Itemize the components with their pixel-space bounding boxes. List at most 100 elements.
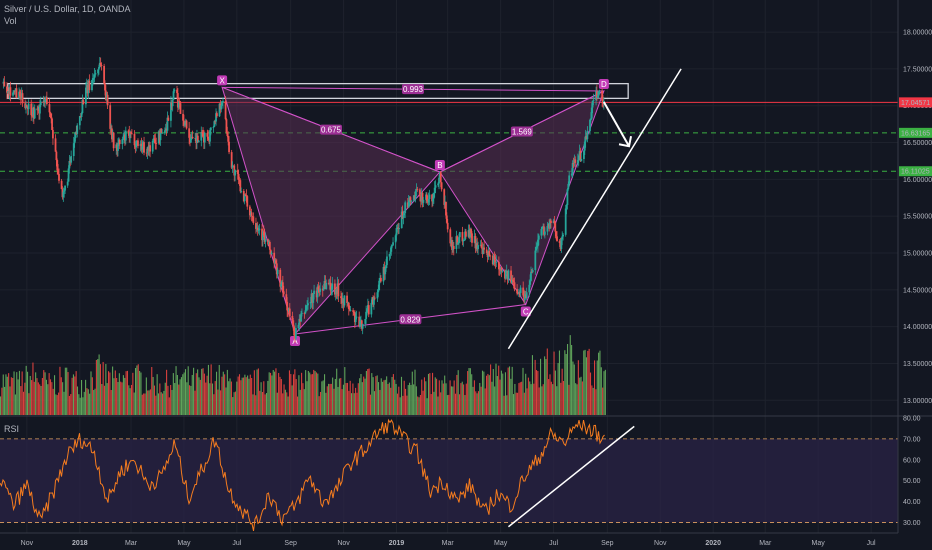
candle-body <box>72 143 75 157</box>
candle-body <box>340 296 342 298</box>
candle-body <box>183 124 186 126</box>
volume-bar <box>469 368 471 415</box>
candle-body <box>234 170 237 176</box>
candle-body <box>216 113 218 117</box>
volume-bar <box>244 374 246 415</box>
volume-bar <box>43 370 45 415</box>
candle-body <box>365 311 368 319</box>
volume-bar <box>596 360 598 415</box>
volume-bar <box>183 372 185 415</box>
candle-body <box>462 240 465 242</box>
candle-body <box>366 309 368 312</box>
candle-body <box>293 326 296 336</box>
candle-body <box>256 227 259 231</box>
volume-bar <box>581 381 583 415</box>
volume-bar <box>594 360 596 415</box>
volume-bar <box>373 391 376 415</box>
candle-body <box>531 270 534 273</box>
volume-bar <box>459 394 461 415</box>
candle-body <box>343 295 346 306</box>
volume-bar <box>206 375 208 415</box>
candle-body <box>39 101 42 106</box>
candle-body <box>566 189 569 206</box>
x-tick-label: Mar <box>759 540 772 547</box>
x-tick-label: Nov <box>21 540 34 547</box>
candle-body <box>225 119 228 133</box>
candle-body <box>401 211 404 219</box>
volume-bar <box>222 371 224 415</box>
pattern-point-marker <box>520 306 531 317</box>
volume-bar <box>395 383 397 415</box>
candle-body <box>500 267 503 272</box>
ratio-box <box>401 84 424 95</box>
volume-label: Vol <box>4 16 17 26</box>
volume-bar <box>595 389 597 415</box>
volume-bar <box>139 370 141 415</box>
candle-body <box>325 282 328 290</box>
volume-bar <box>95 359 97 415</box>
volume-bar <box>63 391 65 415</box>
volume-bar <box>561 368 563 415</box>
candle-body <box>275 263 278 275</box>
candle-body <box>231 165 234 168</box>
volume-bar <box>383 380 385 415</box>
volume-bar <box>540 358 542 415</box>
volume-bar <box>448 394 450 415</box>
volume-bar <box>113 378 115 415</box>
volume-bar <box>37 382 39 415</box>
volume-bar <box>83 391 85 415</box>
volume-bar <box>511 366 513 415</box>
volume-bar <box>240 380 242 415</box>
volume-bar <box>144 393 146 415</box>
candle-body <box>178 100 181 104</box>
volume-bar <box>484 388 486 415</box>
candle-body <box>117 144 119 151</box>
volume-bar <box>526 388 528 415</box>
y-tick-label: 17.50000 <box>903 66 932 73</box>
volume-bar <box>542 384 544 415</box>
candle-body <box>177 100 180 108</box>
candle-body <box>384 268 387 275</box>
volume-bar <box>241 377 243 415</box>
volume-bar <box>74 376 76 415</box>
candle-body <box>330 289 333 291</box>
candle-body <box>301 312 303 314</box>
y-tick-label: 18.00000 <box>903 30 932 37</box>
volume-bar <box>299 389 301 415</box>
candle-body <box>129 131 132 139</box>
candle-body <box>171 99 174 107</box>
candle-body <box>212 126 215 128</box>
volume-bar <box>425 381 427 415</box>
volume-bar <box>141 394 143 415</box>
candle-body <box>577 155 580 161</box>
volume-bar <box>388 382 390 415</box>
volume-bar <box>102 361 104 415</box>
volume-bar <box>355 387 357 415</box>
projection-arrow-shaft <box>603 101 630 147</box>
pattern-point-marker <box>217 75 228 86</box>
volume-bar <box>309 372 311 415</box>
volume-bar <box>28 393 30 415</box>
volume-bar <box>557 363 559 415</box>
ratio-label: 0.993 <box>403 85 424 94</box>
volume-bar <box>133 392 135 415</box>
candle-body <box>555 231 558 237</box>
candle-body <box>220 105 223 110</box>
volume-bar <box>52 388 54 415</box>
candle-body <box>512 280 515 283</box>
volume-bar <box>297 396 299 415</box>
candle-body <box>44 100 47 103</box>
ratio-box <box>399 314 422 325</box>
volume-bar <box>128 385 130 415</box>
volume-bar <box>348 390 350 415</box>
volume-bar <box>548 379 550 415</box>
candle-body <box>511 279 514 281</box>
candle-body <box>306 305 309 307</box>
volume-bar <box>101 384 103 415</box>
candle-body <box>166 117 169 131</box>
ratio-label: 0.675 <box>321 126 342 135</box>
volume-bar <box>190 385 192 415</box>
candle-body <box>562 234 564 237</box>
volume-bar <box>55 394 57 415</box>
